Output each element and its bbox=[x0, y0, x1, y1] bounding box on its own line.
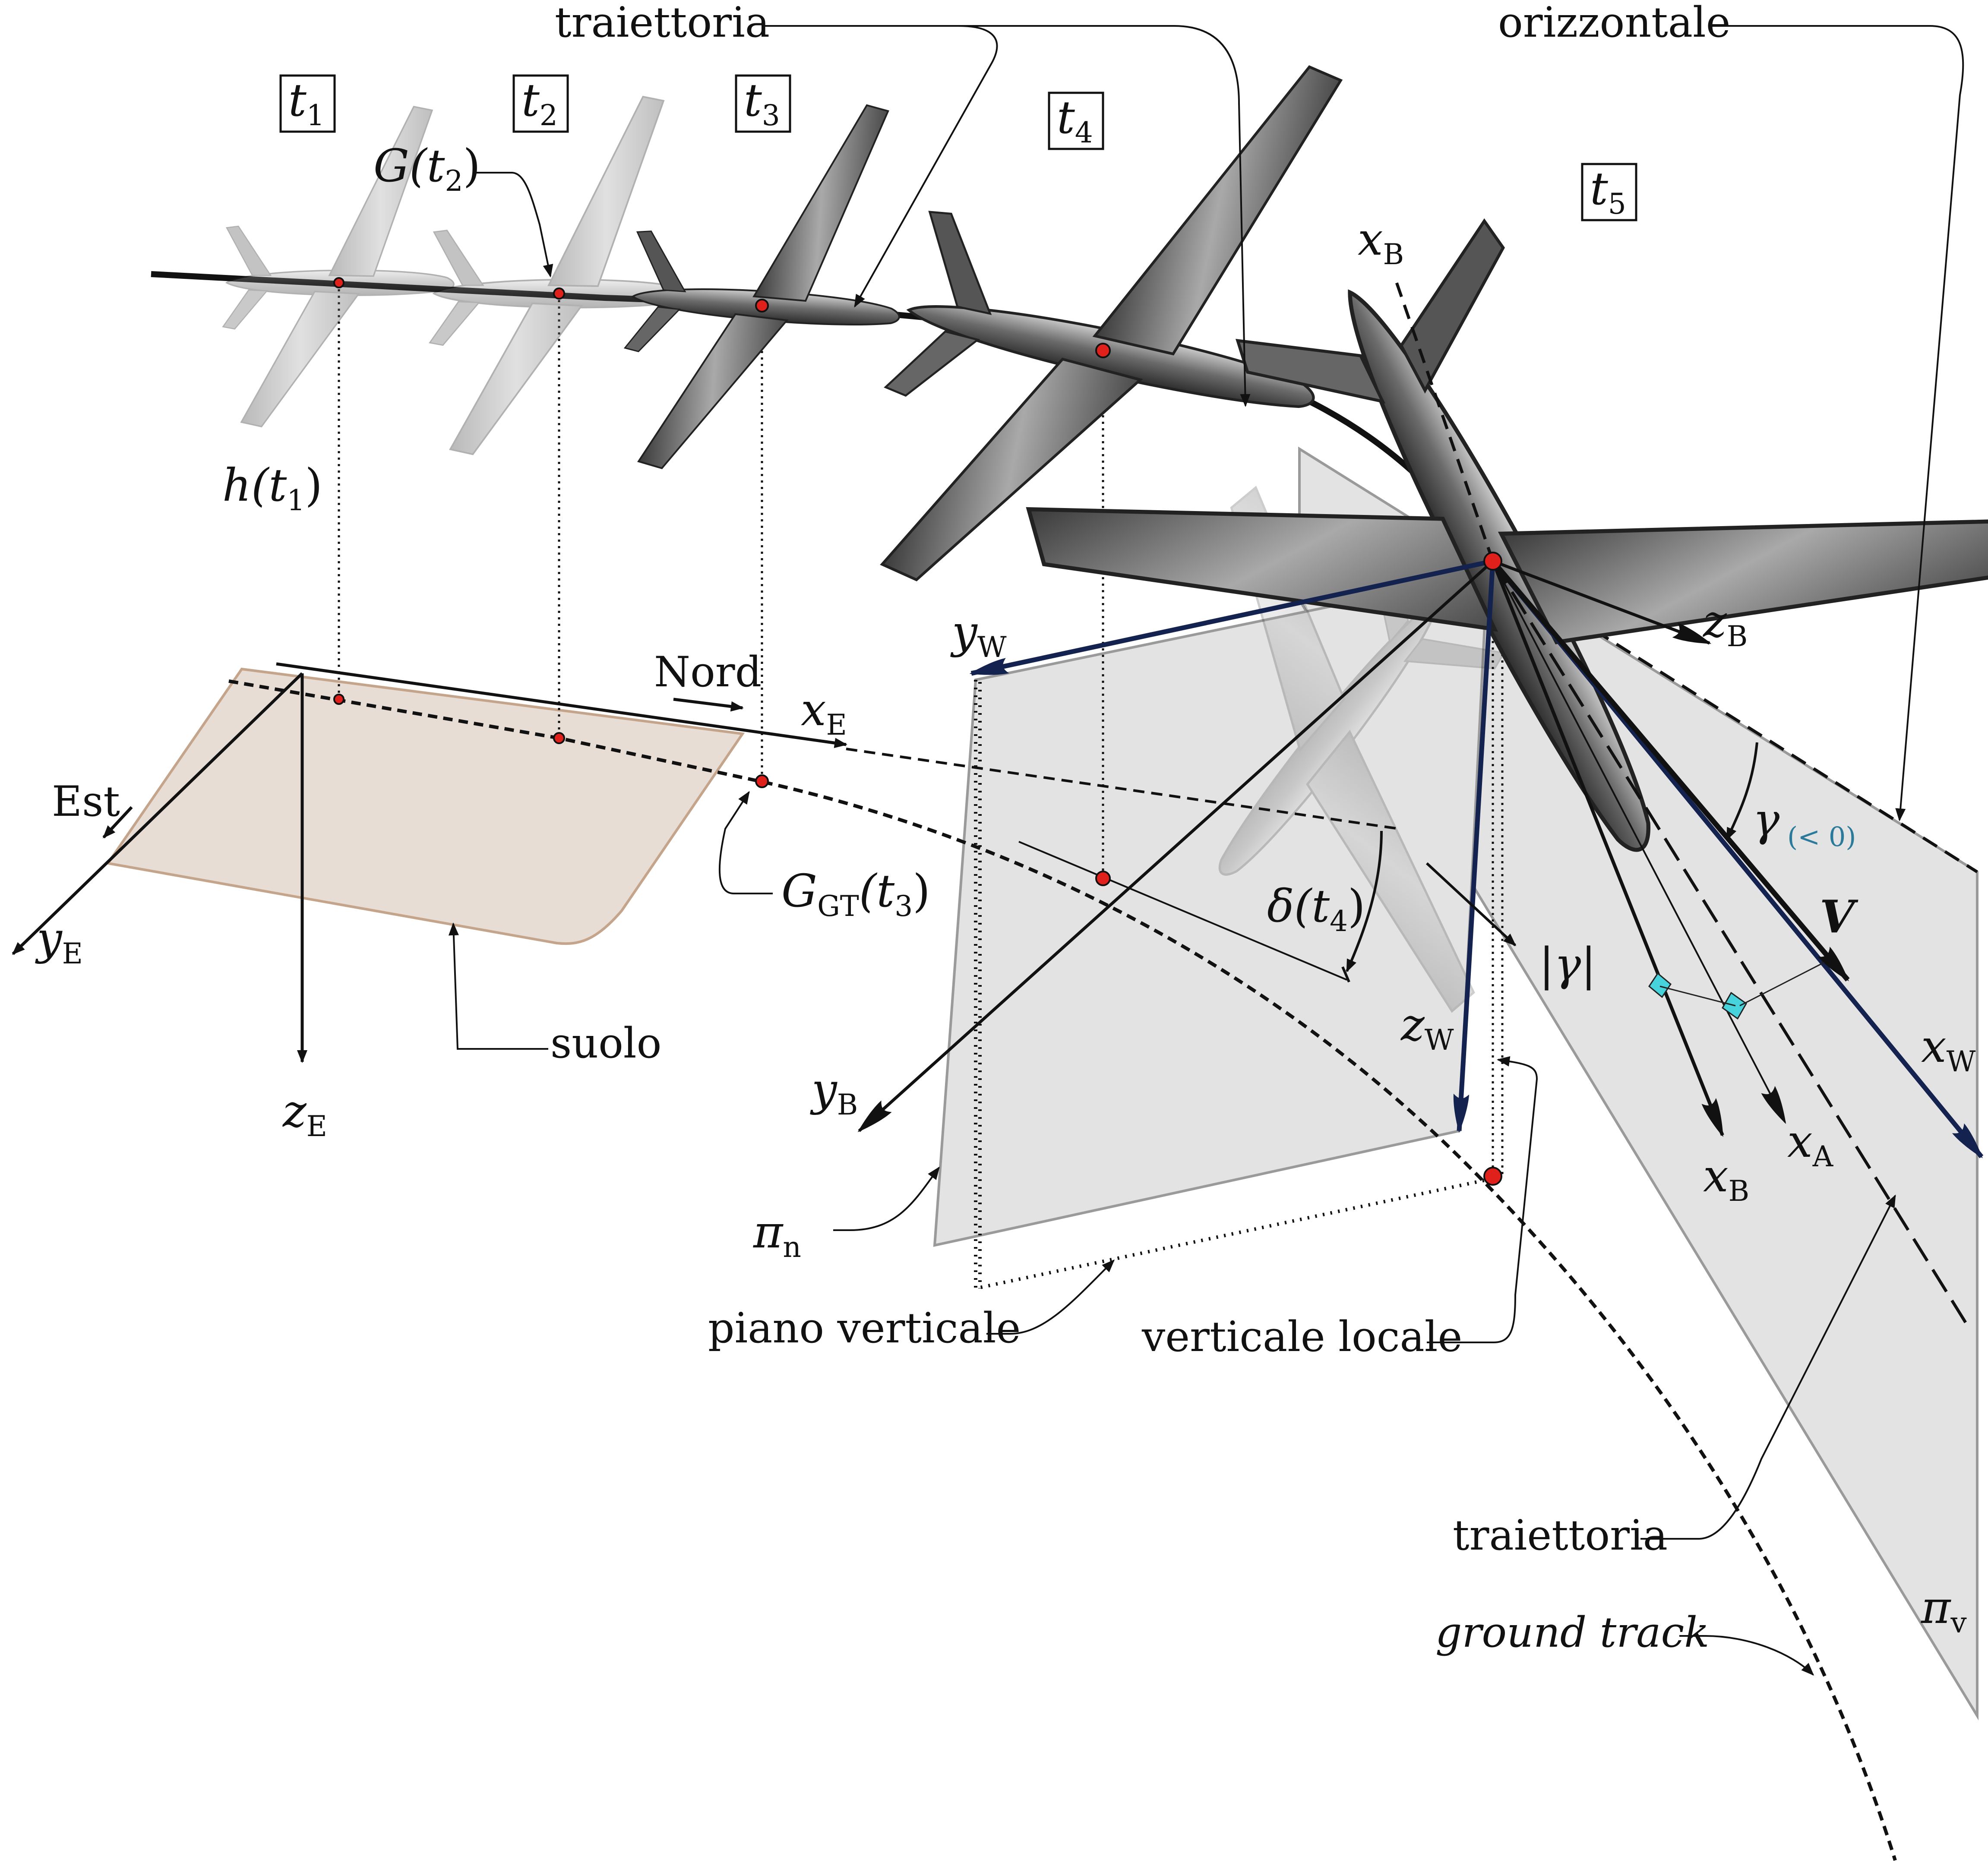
label-est: Est bbox=[52, 777, 120, 826]
time-box-t5 bbox=[1581, 163, 1637, 221]
label-ground-track: ground track bbox=[1435, 1608, 1709, 1657]
axis-label-yE: yE bbox=[35, 912, 83, 970]
time-label-t1: t1 bbox=[288, 74, 325, 132]
label-pi-n: πn bbox=[753, 1206, 801, 1264]
label-piano-verticale: piano verticale bbox=[708, 1304, 1021, 1352]
time-label-t4: t4 bbox=[1057, 91, 1093, 149]
zW-axis bbox=[1453, 561, 1495, 1133]
xE-axis bbox=[276, 662, 847, 748]
cg-t4 bbox=[1095, 343, 1111, 358]
axis-label-zE: zE bbox=[282, 1085, 327, 1143]
gt-t4 bbox=[1095, 871, 1111, 886]
label-verticale-locale: verticale locale bbox=[1141, 1313, 1462, 1361]
time-label-t3: t3 bbox=[744, 74, 780, 132]
label-traiettoria-top: traiettoria bbox=[555, 0, 770, 47]
xB-axis-dashed-up bbox=[1393, 275, 1495, 562]
delta-line bbox=[1018, 841, 1347, 981]
yB-axis bbox=[857, 560, 1494, 1133]
time-label-t5: t5 bbox=[1590, 162, 1626, 221]
xB-axis bbox=[1491, 560, 1724, 1137]
axis-label-yW: yW bbox=[950, 606, 1007, 664]
delta-tick bbox=[1341, 966, 1350, 983]
label-G-t2: G(t2) bbox=[373, 139, 480, 198]
cg-t2 bbox=[553, 287, 565, 300]
cg-t3 bbox=[755, 299, 769, 313]
right-angle-mark-1 bbox=[1648, 972, 1672, 998]
label-G-GT-t3: GGT(t3) bbox=[781, 865, 930, 923]
axis-label-xB: xB bbox=[1703, 1149, 1749, 1208]
perp-line-1 bbox=[1659, 985, 1736, 1007]
axis-label-xA: xA bbox=[1787, 1115, 1834, 1173]
label-abs-gamma: |γ| bbox=[1539, 938, 1596, 991]
xA-axis bbox=[1492, 561, 1786, 1124]
yW-axis bbox=[969, 559, 1494, 676]
abs-gamma-arrow bbox=[1425, 862, 1517, 947]
ground-track bbox=[228, 679, 1897, 1861]
xE-dashed-extension bbox=[846, 748, 1399, 830]
zB-axis bbox=[1492, 559, 1712, 645]
axis-label-yB: yB bbox=[810, 1063, 858, 1121]
time-box-t4 bbox=[1048, 92, 1104, 150]
label-pi-v: πv bbox=[1921, 1581, 1967, 1639]
leader-lines bbox=[448, 25, 1964, 1676]
label-nord: Nord bbox=[654, 648, 762, 696]
gt-t2 bbox=[553, 732, 565, 744]
axis-label-xW: xW bbox=[1921, 1020, 1976, 1078]
V-vector bbox=[1491, 559, 1850, 982]
label-h-t1: h(t1) bbox=[222, 459, 322, 517]
projection-lines bbox=[338, 283, 1504, 1176]
time-box-t3 bbox=[735, 74, 791, 133]
perp-line-2 bbox=[1739, 962, 1824, 1007]
label-delta-t4: δ(t4) bbox=[1267, 880, 1365, 938]
label-gamma-note: (< 0) bbox=[1787, 821, 1856, 852]
label-V: V bbox=[1820, 890, 1858, 943]
gt-t1 bbox=[333, 694, 345, 705]
time-box-t2 bbox=[512, 74, 569, 133]
est-arrow bbox=[102, 806, 133, 839]
gamma-arc bbox=[1726, 742, 1758, 841]
horizontal-dashed bbox=[1484, 560, 1978, 873]
label-gamma: γ bbox=[1753, 793, 1780, 846]
cg-t5 bbox=[1483, 552, 1502, 571]
yE-axis bbox=[12, 672, 303, 955]
label-orizzontale: orizzontale bbox=[1498, 0, 1731, 47]
trajectory-tangent-dashed bbox=[1492, 560, 1970, 1328]
cg-t1 bbox=[333, 277, 345, 288]
piano-verticale-outline bbox=[974, 680, 1494, 1291]
gt-t3 bbox=[755, 774, 769, 788]
axis-label-xE: xE bbox=[801, 683, 847, 742]
time-box-t1 bbox=[279, 74, 336, 133]
delta-arc bbox=[1346, 830, 1383, 972]
ground-plane bbox=[105, 667, 745, 945]
axis-label-zB: zB bbox=[1702, 595, 1748, 653]
label-traiettoria-bottom: traiettoria bbox=[1453, 1511, 1668, 1560]
nord-arrow bbox=[673, 698, 744, 712]
gt-t5 bbox=[1483, 1167, 1502, 1186]
axis-label-xB-top: xB bbox=[1358, 213, 1404, 271]
time-label-t2: t2 bbox=[521, 74, 558, 132]
axis-label-zW: zW bbox=[1400, 998, 1454, 1057]
label-suolo: suolo bbox=[550, 1019, 661, 1067]
